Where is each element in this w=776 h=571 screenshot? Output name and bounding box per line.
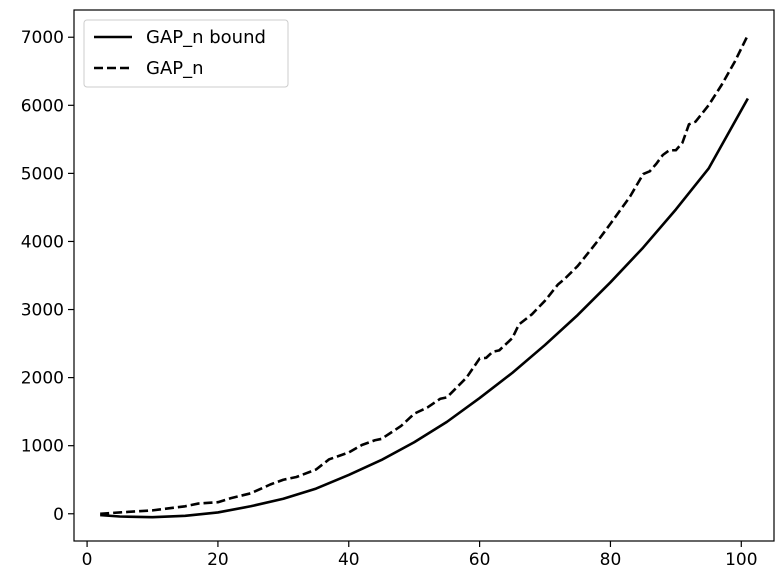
plot-frame — [73, 9, 775, 542]
legend-label: GAP_n — [146, 58, 204, 79]
y-tick-label: 3000 — [21, 301, 64, 321]
legend-box — [83, 19, 289, 88]
series-layer — [100, 34, 749, 519]
y-tick-label: 7000 — [21, 28, 64, 48]
x-tick-label: 80 — [600, 550, 622, 570]
x-tick-label: 0 — [82, 550, 93, 570]
x-tick-label: 20 — [207, 550, 229, 570]
x-tick-label: 100 — [725, 550, 757, 570]
y-tick-label: 5000 — [21, 164, 64, 184]
x-tick-label: 40 — [338, 550, 360, 570]
y-tick-label: 4000 — [21, 232, 64, 252]
axes-layer: 0 20 40 60 80 1000100020003000400050006000700… — [21, 28, 758, 570]
y-tick-label: 2000 — [21, 369, 64, 389]
y-tick-label: 6000 — [21, 96, 64, 116]
legend: GAP_n bound GAP_n — [83, 19, 289, 88]
legend-label: GAP_n bound — [146, 27, 266, 48]
series-line-gap-n — [100, 34, 749, 516]
y-tick-label: 0 — [53, 505, 64, 525]
plot-background — [74, 10, 774, 541]
x-tick-label: 60 — [469, 550, 491, 570]
y-tick-label: 1000 — [21, 437, 64, 457]
series-line-gap-n-bound — [100, 97, 749, 519]
